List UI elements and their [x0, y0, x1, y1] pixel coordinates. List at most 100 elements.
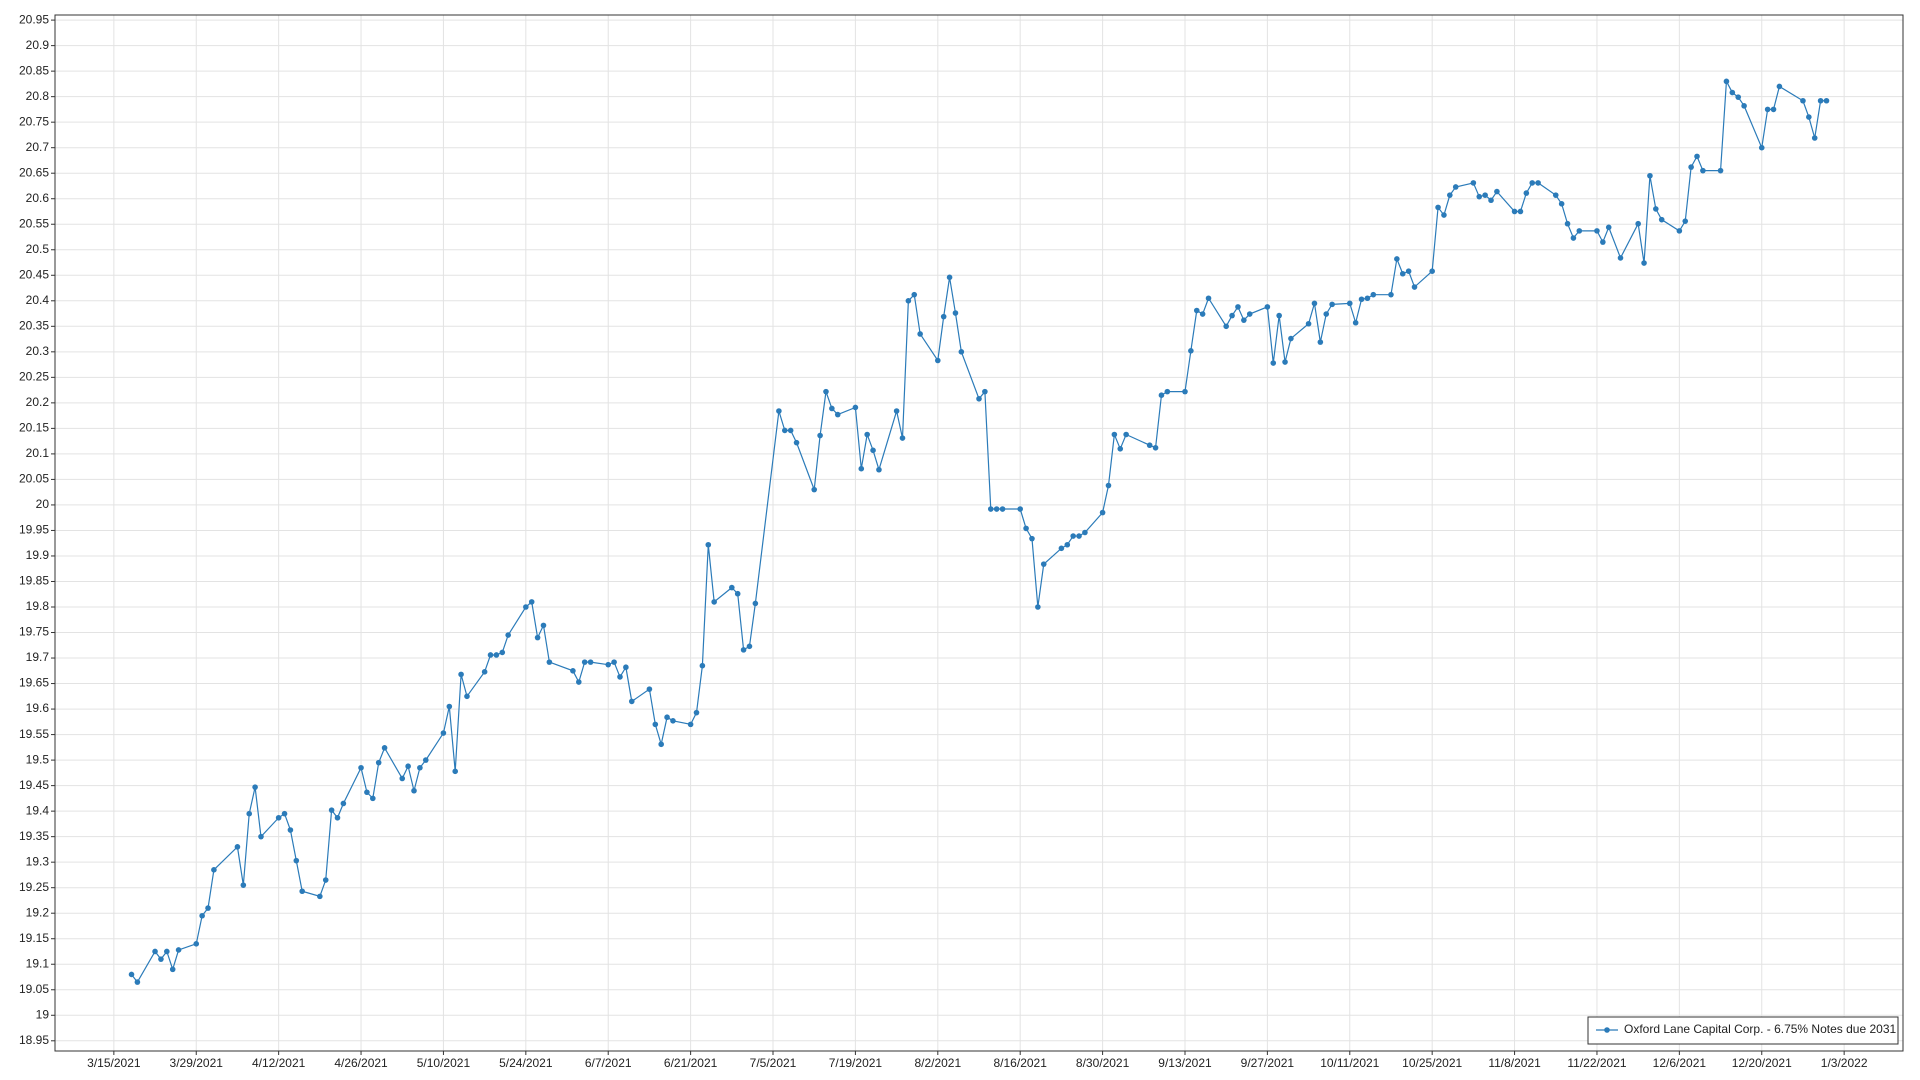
y-tick-label: 19.15 — [19, 931, 49, 945]
data-point — [1564, 220, 1571, 227]
data-point — [528, 599, 535, 605]
y-tick-label: 20.05 — [19, 472, 49, 486]
data-point — [1188, 348, 1194, 354]
data-point — [1164, 388, 1171, 395]
y-tick-label: 19.95 — [19, 523, 49, 537]
y-tick-label: 20.45 — [19, 267, 49, 281]
x-tick-label: 4/12/2021 — [252, 1056, 306, 1070]
data-point — [193, 941, 200, 947]
data-point — [1452, 184, 1459, 190]
data-point — [729, 584, 735, 591]
data-point — [340, 800, 347, 807]
data-point — [1770, 106, 1777, 113]
data-point — [1594, 228, 1600, 234]
data-point — [1476, 193, 1483, 200]
data-point — [958, 349, 965, 355]
data-point — [328, 807, 335, 813]
y-tick-label: 19.4 — [26, 803, 50, 817]
data-point — [152, 948, 158, 955]
data-point — [175, 947, 182, 953]
data-point — [623, 664, 629, 671]
data-point — [464, 693, 470, 700]
x-tick-label: 6/7/2021 — [585, 1056, 632, 1070]
data-point — [982, 388, 988, 395]
y-tick-label: 20.8 — [26, 89, 50, 103]
data-point — [1817, 97, 1824, 104]
data-point — [458, 671, 464, 678]
data-point — [1517, 208, 1524, 215]
data-point — [905, 297, 912, 304]
data-point — [776, 408, 782, 414]
y-tick-label: 20.35 — [19, 318, 49, 332]
y-tick-label: 20.1 — [26, 446, 50, 460]
data-point — [1511, 208, 1518, 215]
y-tick-label: 19.3 — [26, 854, 50, 868]
data-point — [1370, 291, 1377, 298]
x-tick-label: 11/22/2021 — [1567, 1056, 1626, 1070]
data-point — [275, 814, 282, 821]
y-tick-label: 20.5 — [26, 242, 50, 256]
data-point — [987, 506, 994, 512]
data-point — [587, 659, 594, 665]
data-point — [752, 600, 759, 607]
data-point — [1470, 180, 1477, 186]
x-tick-label: 8/30/2021 — [1076, 1056, 1130, 1070]
axis-labels: 18.95 19 19.05 19.1 19.15 19.2 19.25 19.3 19.35 1… — [19, 12, 1868, 1070]
data-point — [999, 506, 1006, 512]
data-point — [611, 659, 617, 665]
data-point — [1688, 164, 1694, 170]
grid — [51, 15, 1903, 1055]
data-point — [1405, 268, 1412, 274]
data-point — [1352, 319, 1359, 326]
y-tick-label: 20.3 — [26, 344, 50, 358]
data-point — [134, 979, 141, 985]
y-tick-label: 19.45 — [19, 778, 49, 792]
data-point — [364, 789, 370, 796]
data-point — [1146, 442, 1153, 449]
data-point — [1288, 335, 1294, 342]
data-point — [781, 427, 788, 434]
data-point — [787, 427, 794, 434]
data-point — [1600, 239, 1606, 245]
data-point — [1488, 197, 1494, 204]
data-point — [687, 721, 694, 728]
data-point — [493, 652, 500, 658]
legend-marker — [1604, 1027, 1610, 1033]
data-point — [811, 486, 818, 493]
data-point — [946, 274, 953, 281]
data-point — [523, 604, 529, 610]
data-point — [1653, 206, 1659, 212]
y-tick-label: 20 — [36, 497, 50, 511]
data-point — [705, 541, 712, 548]
data-point — [405, 763, 411, 770]
data-point — [793, 439, 800, 446]
data-point — [1317, 339, 1324, 345]
data-point — [581, 659, 588, 665]
data-point — [252, 784, 258, 790]
data-point — [322, 877, 329, 883]
y-tick-label: 20.6 — [26, 191, 50, 205]
data-point — [1435, 204, 1441, 211]
legend-label: Oxford Lane Capital Corp. - 6.75% Notes … — [1624, 1022, 1896, 1036]
data-point — [1758, 144, 1765, 151]
x-tick-label: 3/29/2021 — [170, 1056, 224, 1070]
data-point — [446, 703, 453, 710]
data-point — [293, 857, 300, 864]
data-point — [546, 659, 553, 665]
data-point — [575, 679, 582, 685]
x-tick-label: 7/19/2021 — [829, 1056, 883, 1070]
x-tick-label: 9/13/2021 — [1158, 1056, 1212, 1070]
data-point — [658, 741, 664, 748]
data-point — [1111, 431, 1118, 438]
data-point — [211, 867, 217, 873]
data-point — [605, 661, 612, 668]
data-point — [858, 465, 865, 472]
data-point — [746, 643, 753, 650]
data-point — [570, 667, 576, 674]
data-point — [617, 674, 623, 680]
data-point — [1323, 311, 1330, 317]
data-point — [1058, 545, 1065, 552]
data-point — [664, 714, 670, 721]
data-point — [1246, 311, 1253, 317]
data-point — [169, 966, 176, 973]
